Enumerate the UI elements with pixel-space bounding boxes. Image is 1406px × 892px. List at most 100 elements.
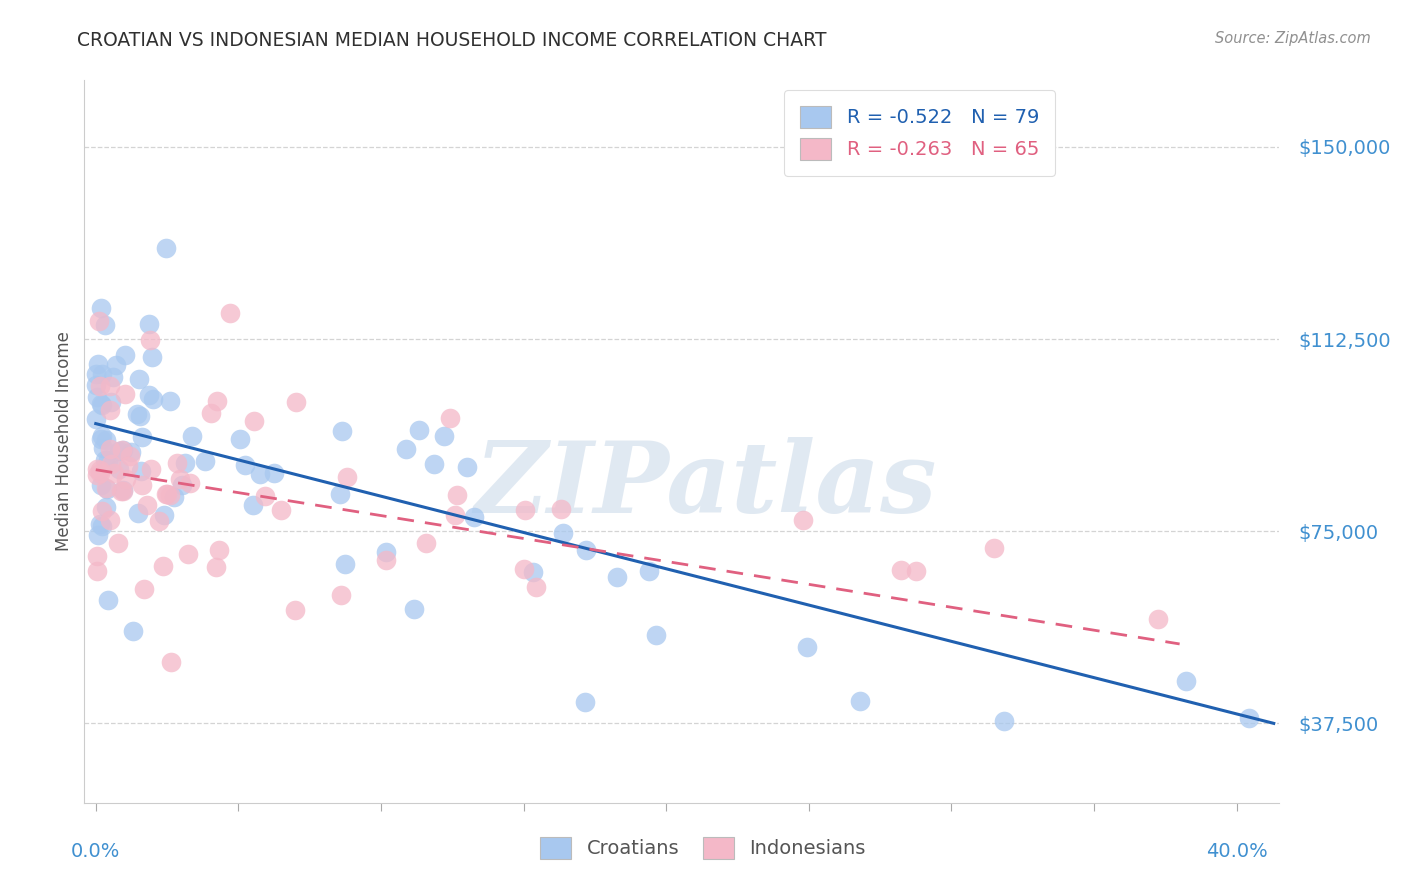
Point — [86, 412, 108, 426]
Point — [94, 434, 117, 448]
Point — [155, 241, 177, 255]
Point — [513, 562, 536, 576]
Point — [645, 628, 668, 642]
Point — [849, 694, 872, 708]
Point — [152, 558, 174, 573]
Point — [249, 467, 271, 482]
Point — [156, 487, 179, 501]
Point — [97, 452, 120, 467]
Point — [90, 477, 112, 491]
Point — [120, 445, 142, 459]
Point — [242, 498, 264, 512]
Point — [550, 501, 572, 516]
Point — [101, 370, 124, 384]
Point — [114, 386, 136, 401]
Point — [90, 301, 112, 315]
Point — [1147, 612, 1170, 626]
Point — [638, 564, 661, 578]
Point — [433, 429, 456, 443]
Point — [395, 442, 418, 457]
Point — [253, 489, 276, 503]
Point — [606, 570, 628, 584]
Point — [336, 470, 359, 484]
Point — [89, 466, 111, 480]
Point — [1174, 673, 1197, 688]
Point — [142, 392, 165, 407]
Point — [375, 553, 398, 567]
Point — [330, 425, 353, 439]
Point — [131, 464, 153, 478]
Point — [796, 640, 818, 655]
Point — [551, 526, 574, 541]
Point — [89, 378, 111, 392]
Point — [575, 542, 598, 557]
Point — [89, 463, 111, 477]
Y-axis label: Median Household Income: Median Household Income — [55, 332, 73, 551]
Point — [86, 549, 108, 563]
Point — [91, 441, 114, 455]
Point — [163, 490, 186, 504]
Point — [90, 429, 112, 443]
Point — [98, 379, 121, 393]
Point — [111, 483, 134, 498]
Point — [179, 475, 201, 490]
Point — [138, 318, 160, 332]
Point — [131, 478, 153, 492]
Text: ZIPatlas: ZIPatlas — [475, 437, 936, 533]
Point — [159, 487, 181, 501]
Point — [439, 410, 461, 425]
Point — [207, 543, 229, 558]
Point — [200, 405, 222, 419]
Point — [983, 541, 1005, 556]
Point — [108, 444, 131, 458]
Point — [170, 478, 193, 492]
Point — [112, 442, 135, 457]
Point — [84, 378, 107, 392]
Point — [128, 409, 150, 423]
Text: Source: ZipAtlas.com: Source: ZipAtlas.com — [1215, 31, 1371, 46]
Point — [100, 442, 122, 457]
Point — [153, 508, 176, 523]
Point — [166, 456, 188, 470]
Point — [904, 564, 927, 578]
Point — [138, 388, 160, 402]
Text: 40.0%: 40.0% — [1206, 842, 1268, 861]
Point — [87, 314, 110, 328]
Point — [148, 514, 170, 528]
Point — [103, 466, 125, 480]
Point — [108, 462, 131, 476]
Point — [329, 487, 352, 501]
Point — [890, 563, 912, 577]
Point — [574, 695, 596, 709]
Point — [97, 593, 120, 607]
Point — [446, 488, 468, 502]
Point — [111, 483, 134, 497]
Point — [110, 483, 132, 498]
Point — [229, 433, 252, 447]
Point — [443, 508, 465, 523]
Point — [456, 459, 478, 474]
Point — [94, 500, 117, 515]
Point — [114, 472, 136, 486]
Point — [194, 454, 217, 468]
Point — [205, 394, 228, 409]
Point — [159, 394, 181, 409]
Point — [86, 564, 108, 578]
Point — [1237, 711, 1260, 725]
Point — [98, 403, 121, 417]
Point — [131, 430, 153, 444]
Point — [100, 394, 122, 409]
Point — [415, 536, 437, 550]
Point — [122, 624, 145, 639]
Point — [100, 457, 122, 471]
Point — [114, 348, 136, 362]
Point — [86, 390, 108, 404]
Point — [333, 557, 356, 571]
Point — [128, 372, 150, 386]
Point — [91, 368, 114, 382]
Point — [117, 459, 139, 474]
Point — [98, 513, 121, 527]
Point — [127, 407, 149, 421]
Point — [285, 395, 308, 409]
Point — [127, 507, 149, 521]
